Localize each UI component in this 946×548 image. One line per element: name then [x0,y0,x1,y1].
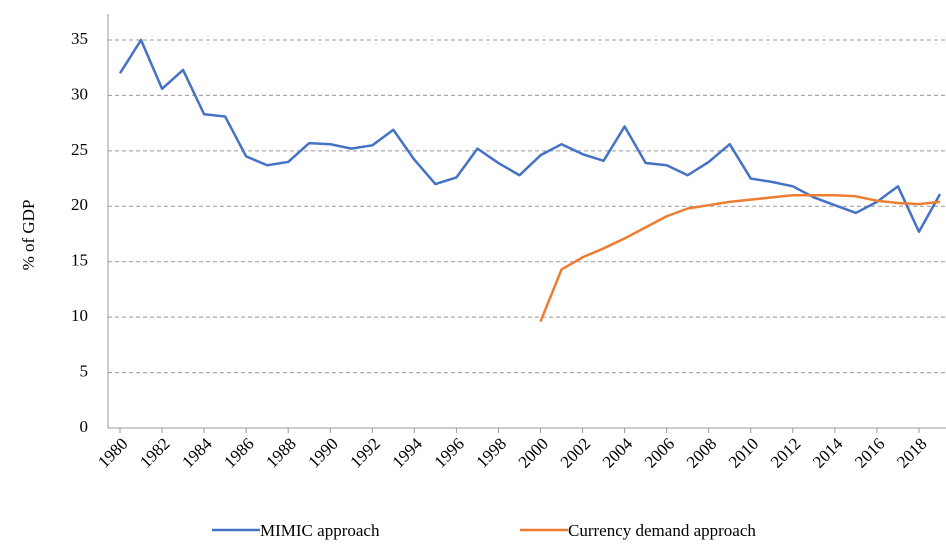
x-tick-label: 2000 [515,434,552,471]
x-tick-label: 2006 [641,434,678,471]
x-tick-label: 2010 [725,434,762,471]
legend-label: Currency demand approach [568,521,756,540]
x-tick-label: 1998 [473,434,510,471]
x-tick-label: 1994 [388,434,426,472]
y-tick-label: 0 [80,417,89,436]
y-tick-label: 25 [71,140,88,159]
x-tick-label: 1982 [136,434,173,471]
x-tick-label: 1990 [304,434,341,471]
legend-label: MIMIC approach [260,521,380,540]
y-tick-label: 10 [71,306,88,325]
x-tick-label: 1992 [346,434,383,471]
y-tick-label: 5 [80,361,89,380]
x-tick-label: 2014 [809,434,847,472]
x-tick-label: 1980 [94,434,131,471]
y-tick-label: 20 [71,195,88,214]
x-tick-label: 1986 [220,434,257,471]
x-tick-label: 2008 [683,434,720,471]
x-tick-label: 2016 [851,434,888,471]
series-line [118,38,942,234]
x-tick-label: 1996 [431,434,468,471]
x-tick-label: 2012 [767,434,804,471]
x-tick-label: 2018 [893,434,930,471]
series-line [539,193,941,323]
y-tick-label: 15 [71,251,88,270]
x-tick-label: 1984 [178,434,216,472]
x-tick-label: 1988 [262,434,299,471]
x-tick-label: 2002 [557,434,594,471]
y-tick-label: 30 [71,84,88,103]
x-tick-label: 2004 [599,434,637,472]
y-tick-label: 35 [71,29,88,48]
y-axis-label: % of GDP [19,200,38,271]
